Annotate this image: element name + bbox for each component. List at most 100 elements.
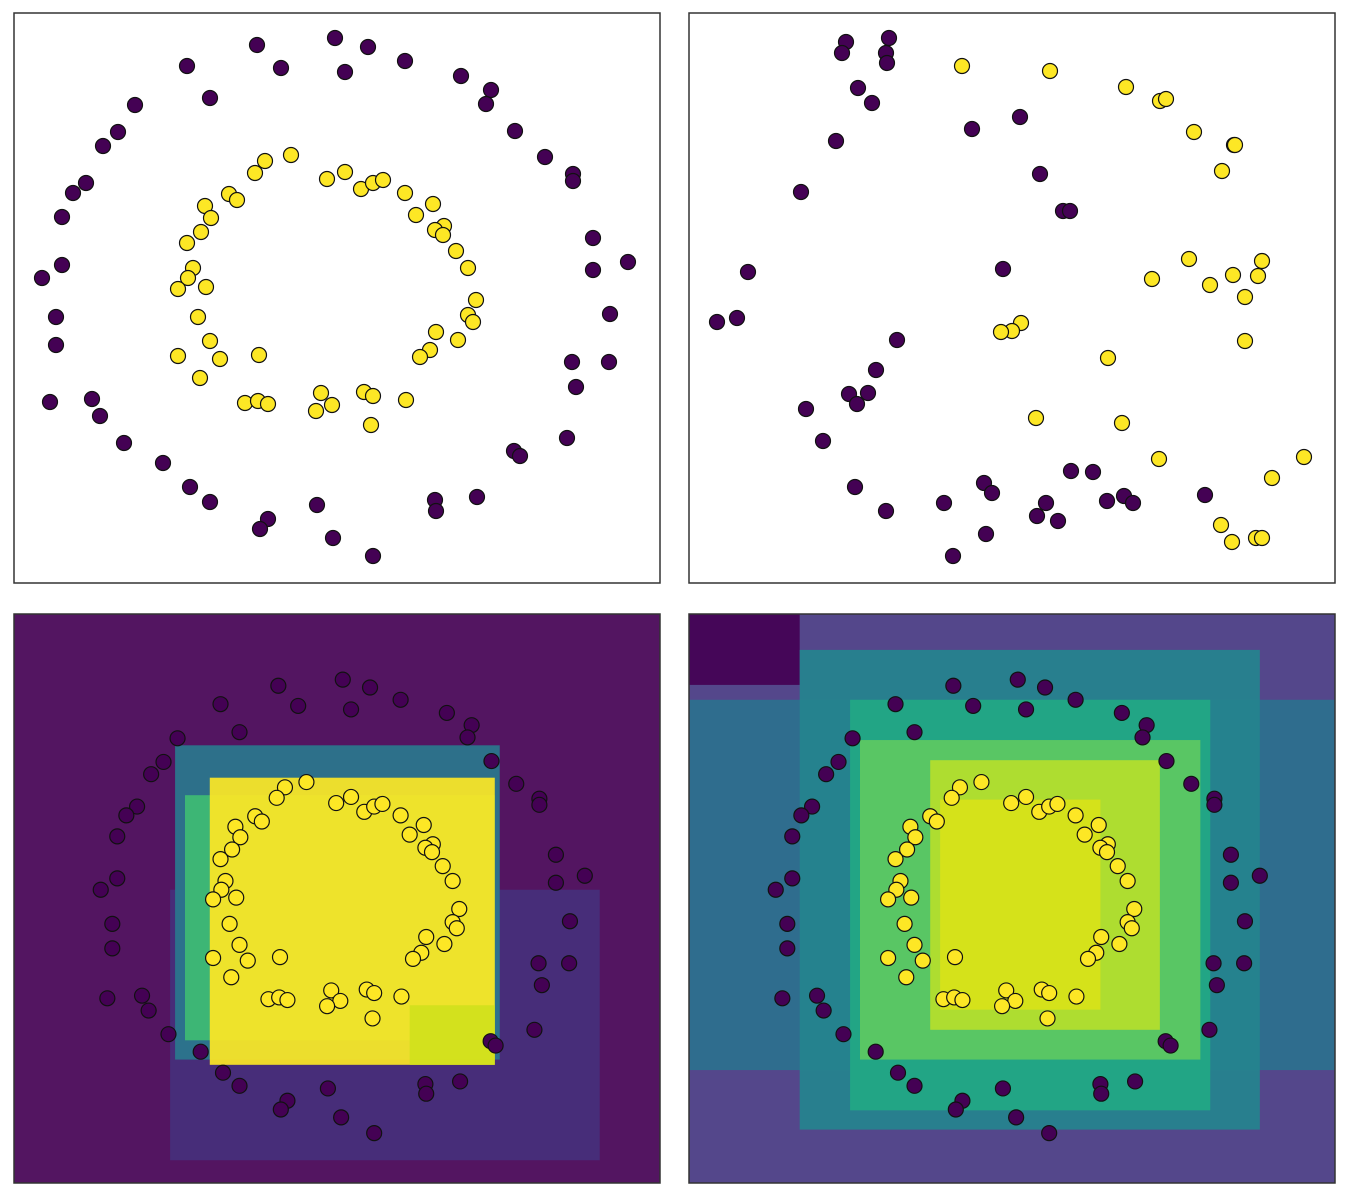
point xyxy=(418,1085,435,1102)
point xyxy=(1124,494,1142,512)
point xyxy=(888,331,906,349)
point xyxy=(1253,529,1271,547)
point xyxy=(993,998,1011,1015)
point xyxy=(1017,788,1035,806)
panel xyxy=(688,613,1336,1184)
point xyxy=(1201,1021,1218,1038)
point xyxy=(143,766,160,783)
point xyxy=(477,95,495,113)
point xyxy=(601,305,619,323)
point xyxy=(179,269,197,287)
point xyxy=(364,1010,381,1027)
point xyxy=(448,920,465,937)
point xyxy=(324,529,342,547)
point xyxy=(506,122,524,140)
point xyxy=(526,1021,543,1038)
point xyxy=(397,391,415,409)
point xyxy=(879,949,897,967)
point xyxy=(298,773,315,791)
point xyxy=(808,987,826,1004)
point xyxy=(906,1077,923,1094)
point xyxy=(308,496,326,514)
point xyxy=(109,870,126,887)
point xyxy=(994,260,1012,278)
point xyxy=(898,969,915,986)
point xyxy=(336,63,354,81)
point xyxy=(898,841,916,858)
point xyxy=(1222,874,1240,891)
point xyxy=(1037,494,1055,512)
point xyxy=(1157,90,1175,108)
point xyxy=(1079,950,1097,968)
point xyxy=(818,766,835,783)
point xyxy=(784,870,801,887)
point xyxy=(328,794,345,812)
point xyxy=(256,152,274,170)
point xyxy=(584,261,602,279)
point xyxy=(334,671,351,688)
point xyxy=(271,949,289,966)
point xyxy=(1011,108,1029,126)
point xyxy=(973,773,990,791)
point xyxy=(104,940,121,957)
point xyxy=(212,851,229,868)
point xyxy=(118,807,135,824)
point xyxy=(342,788,360,806)
point xyxy=(1062,462,1080,480)
point xyxy=(204,891,222,908)
point xyxy=(1003,794,1020,812)
point xyxy=(47,336,65,354)
point xyxy=(992,323,1010,341)
point xyxy=(983,484,1001,502)
point xyxy=(1111,935,1128,953)
point xyxy=(1036,679,1054,696)
point xyxy=(374,795,391,813)
point xyxy=(212,696,229,713)
point xyxy=(223,841,241,858)
point xyxy=(83,390,101,408)
point xyxy=(906,936,923,953)
point xyxy=(1041,984,1058,1002)
point xyxy=(954,991,971,1009)
point xyxy=(767,881,784,898)
point xyxy=(1028,507,1046,525)
point xyxy=(128,798,146,815)
point xyxy=(415,816,432,834)
point xyxy=(191,369,209,387)
point xyxy=(567,378,585,396)
point xyxy=(396,184,414,202)
point xyxy=(1126,900,1143,918)
point xyxy=(272,1101,289,1118)
panel xyxy=(13,12,661,584)
point xyxy=(374,171,392,189)
point xyxy=(201,332,219,350)
point xyxy=(94,137,112,155)
point xyxy=(859,384,877,402)
point xyxy=(889,1064,907,1081)
point xyxy=(290,697,307,715)
point xyxy=(201,89,219,107)
point xyxy=(1134,729,1151,746)
panel xyxy=(13,613,661,1184)
point xyxy=(53,208,71,226)
point xyxy=(1027,409,1045,427)
point xyxy=(250,346,268,364)
point xyxy=(1068,988,1085,1005)
point xyxy=(1049,795,1066,813)
point xyxy=(848,395,866,413)
point xyxy=(467,291,485,309)
point xyxy=(846,478,864,496)
point xyxy=(963,120,981,138)
point xyxy=(877,502,895,520)
point xyxy=(418,928,435,946)
panel-frame xyxy=(688,613,1336,1184)
point xyxy=(366,1125,383,1142)
point xyxy=(561,913,579,930)
point xyxy=(1031,165,1049,183)
point xyxy=(452,67,470,85)
decision-region xyxy=(409,1005,495,1065)
point xyxy=(1041,1125,1058,1142)
point xyxy=(359,38,377,56)
point xyxy=(1067,807,1084,824)
